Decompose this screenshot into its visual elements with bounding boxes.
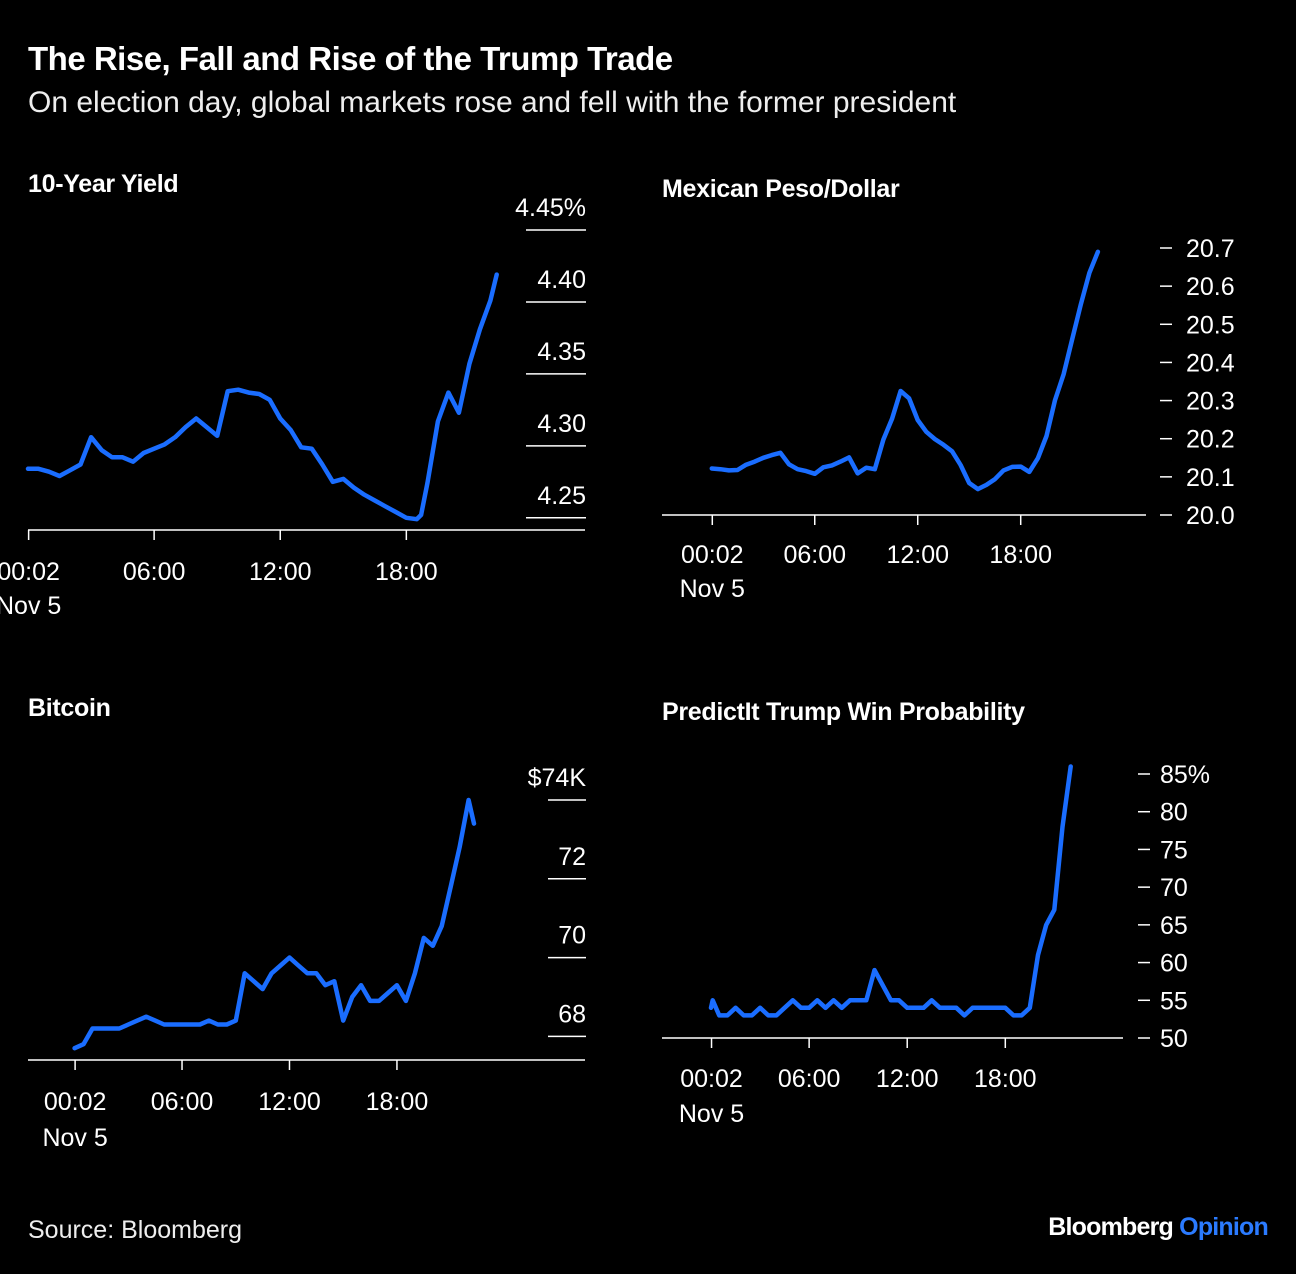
yield-x-sublabel: Nov 5 — [0, 592, 61, 620]
peso-x-tick-label: 18:00 — [989, 541, 1052, 569]
panel-title-bitcoin: Bitcoin — [28, 694, 111, 722]
predictit-y-tick-label: 75 — [1160, 836, 1188, 864]
peso-x-tick-label: 06:00 — [783, 541, 846, 569]
brand-logo: Bloomberg Opinion — [1048, 1213, 1269, 1242]
yield-y-tick-label: 4.35 — [537, 338, 586, 366]
predictit-y-tick-label: 70 — [1160, 874, 1188, 902]
bitcoin-series-line — [72, 797, 477, 1051]
yield-x-tick-label: 12:00 — [249, 558, 312, 586]
predictit-y-tick-label: 55 — [1160, 987, 1188, 1015]
bitcoin-x-tick-label: 12:00 — [258, 1088, 321, 1116]
bitcoin-y-tick-label: 72 — [558, 843, 586, 871]
peso-x-sublabel: Nov 5 — [680, 575, 745, 603]
peso-y-tick-label: 20.4 — [1186, 349, 1235, 377]
peso-x-tick-label: 00:02 — [681, 541, 744, 569]
peso-y-tick-label: 20.1 — [1186, 464, 1235, 492]
bitcoin-y-tick-label: 70 — [558, 922, 586, 950]
yield-y-tick-label: 4.25 — [537, 482, 586, 510]
peso-y-tick-label: 20.5 — [1186, 311, 1235, 339]
yield-y-tick-label: 4.45% — [515, 194, 586, 222]
predictit-y-tick-label: 50 — [1160, 1025, 1188, 1053]
predictit-y-tick-label: 85% — [1160, 761, 1210, 789]
predictit-y-tick-label: 80 — [1160, 799, 1188, 827]
bitcoin-x-tick-label: 18:00 — [366, 1088, 429, 1116]
yield-y-tick-label: 4.40 — [537, 266, 586, 294]
yield-y-tick-label: 4.30 — [537, 410, 586, 438]
yield-x-tick-label: 00:02 — [0, 558, 60, 586]
peso-series-line — [709, 249, 1101, 492]
bitcoin-x-tick-label: 00:02 — [44, 1088, 107, 1116]
panel-title-predictit: PredictIt Trump Win Probability — [662, 698, 1025, 726]
bitcoin-x-tick-label: 06:00 — [151, 1088, 214, 1116]
predictit-x-tick-label: 12:00 — [876, 1065, 939, 1093]
panel-title-peso: Mexican Peso/Dollar — [662, 175, 900, 203]
predictit-x-sublabel: Nov 5 — [679, 1100, 744, 1128]
bitcoin-x-sublabel: Nov 5 — [42, 1124, 107, 1152]
predictit-x-tick-label: 06:00 — [778, 1065, 841, 1093]
peso-y-tick-label: 20.7 — [1186, 235, 1235, 263]
chart-subtitle: On election day, global markets rose and… — [28, 86, 957, 119]
yield-x-tick-label: 18:00 — [375, 558, 438, 586]
predictit-y-tick-label: 60 — [1160, 950, 1188, 978]
yield-series-line — [25, 272, 499, 522]
source-note: Source: Bloomberg — [28, 1216, 243, 1244]
bitcoin-y-tick-label: $74K — [528, 764, 587, 792]
brand-section: Opinion — [1179, 1213, 1269, 1241]
yield-x-tick-label: 06:00 — [123, 558, 186, 586]
predictit-series-line — [708, 764, 1073, 1018]
chart-title: The Rise, Fall and Rise of the Trump Tra… — [28, 40, 673, 77]
predictit-x-tick-label: 00:02 — [680, 1065, 743, 1093]
peso-x-tick-label: 12:00 — [886, 541, 949, 569]
predictit-x-tick-label: 18:00 — [974, 1065, 1037, 1093]
bitcoin-y-tick-label: 68 — [558, 1000, 586, 1028]
peso-y-tick-label: 20.0 — [1186, 502, 1235, 530]
peso-y-tick-label: 20.2 — [1186, 426, 1235, 454]
panel-title-yield: 10-Year Yield — [28, 170, 179, 198]
brand-name: Bloomberg — [1048, 1213, 1174, 1241]
predictit-y-tick-label: 65 — [1160, 912, 1188, 940]
peso-y-tick-label: 20.3 — [1186, 388, 1235, 416]
peso-y-tick-label: 20.6 — [1186, 273, 1235, 301]
